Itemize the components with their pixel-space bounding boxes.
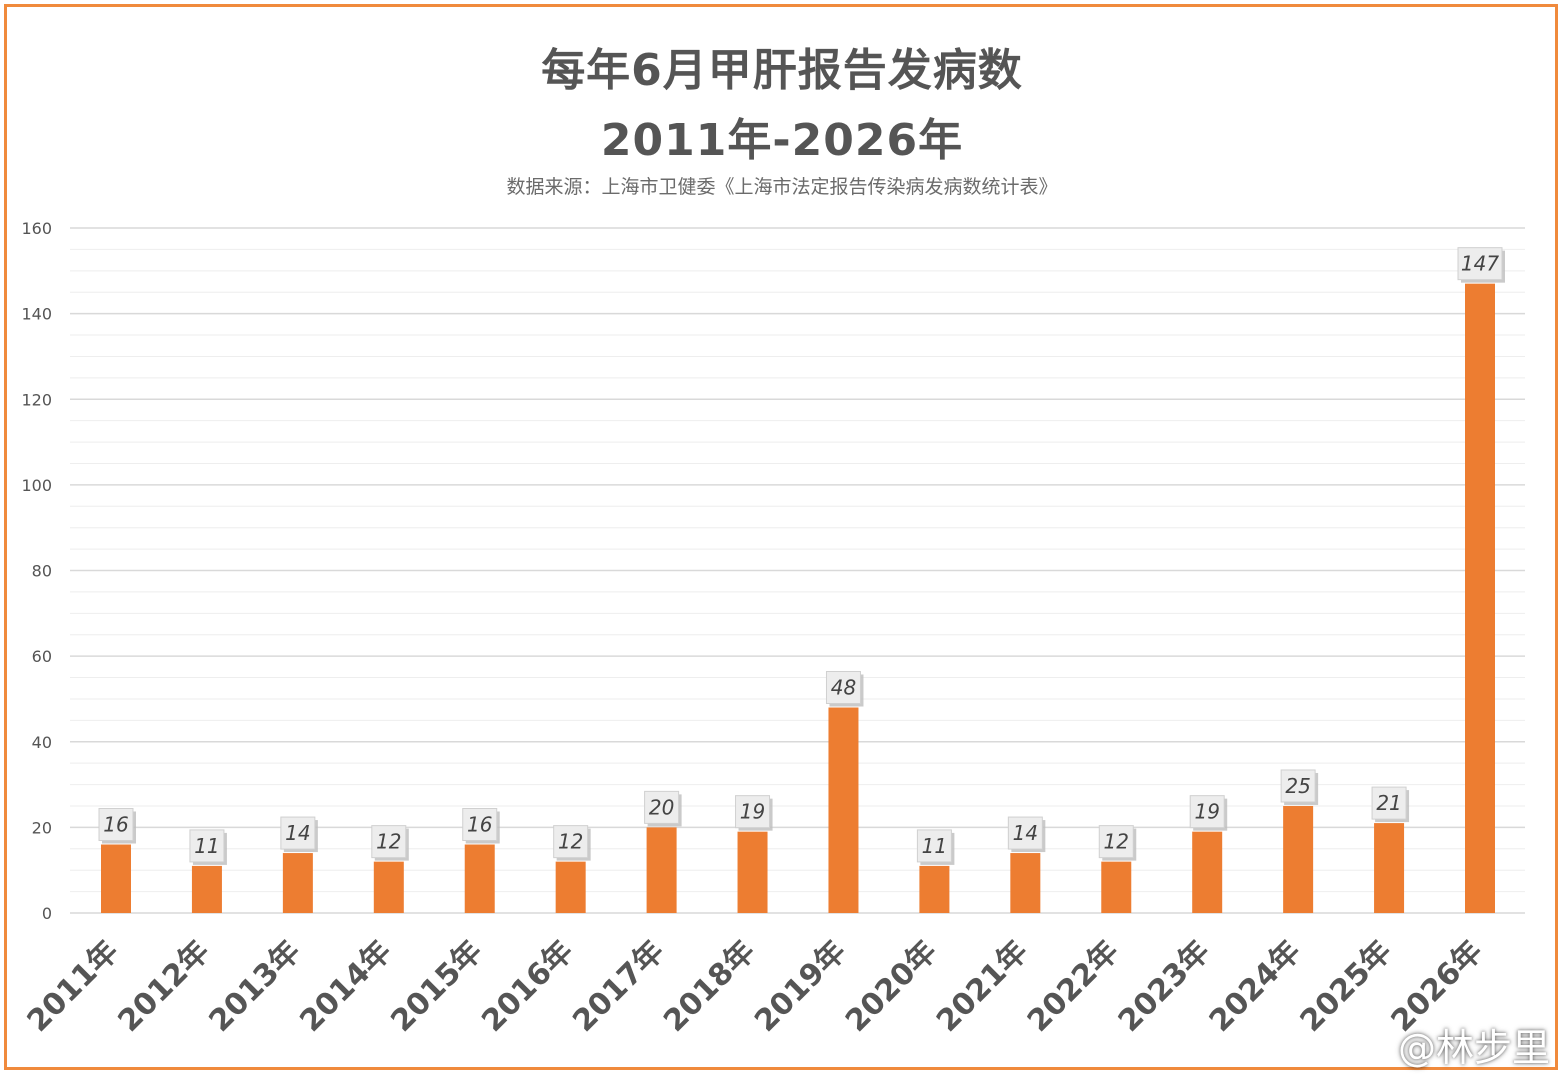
data-label-box [1098, 825, 1134, 859]
data-label-box [1457, 247, 1503, 281]
bar [464, 844, 495, 913]
data-label-text: 14 [1013, 821, 1038, 845]
data-label-box [916, 829, 952, 863]
y-tick-label: 20 [32, 818, 52, 837]
x-tick-label: 2017年 [566, 934, 671, 1039]
bar [919, 865, 950, 913]
x-tick-label: 2012年 [112, 934, 217, 1039]
bar [1192, 831, 1223, 913]
data-label: 16 [462, 808, 500, 844]
data-label-text: 16 [103, 813, 128, 837]
x-tick-label: 2014年 [293, 934, 398, 1039]
y-tick-label: 100 [21, 476, 52, 495]
y-axis-ticks: 0 20 40 60 80 100 120 140 160 [21, 219, 52, 923]
data-label-text: 12 [558, 830, 583, 854]
x-tick-label: 2019年 [748, 934, 853, 1039]
y-tick-label: 80 [32, 562, 52, 581]
data-label-box [462, 808, 498, 841]
data-label-box [825, 671, 861, 704]
data-label-text: 11 [922, 834, 947, 858]
data-label-text: 147 [1461, 252, 1499, 276]
bar [282, 853, 313, 913]
data-label: 14 [280, 816, 318, 853]
data-label: 48 [825, 671, 864, 707]
data-label-text: 19 [740, 800, 765, 824]
bar [191, 865, 222, 913]
data-label-text: 25 [1285, 774, 1310, 798]
data-label: 14 [1007, 816, 1046, 853]
x-tick-label: 2021年 [930, 934, 1035, 1039]
data-label-text: 11 [194, 834, 219, 858]
data-label-box [1280, 769, 1316, 803]
data-label-box [189, 829, 225, 863]
watermark-text: @林步里 [1397, 1025, 1550, 1070]
data-label-box [735, 795, 771, 829]
x-tick-label: 2016年 [475, 934, 580, 1039]
x-tick-label: 2022年 [1021, 934, 1126, 1039]
x-tick-label: 2020年 [839, 934, 944, 1039]
data-label: 16 [98, 808, 136, 844]
data-label: 11 [189, 829, 227, 865]
data-label: 25 [1280, 769, 1319, 805]
bar [1465, 283, 1495, 913]
data-label-text: 48 [831, 676, 856, 700]
y-tick-label: 160 [21, 219, 52, 238]
bar [1010, 853, 1041, 913]
watermark: @林步里 [1338, 1022, 1550, 1070]
data-label: 20 [644, 790, 682, 827]
x-tick-label: 2024年 [1203, 934, 1308, 1039]
x-tick-label: 2018年 [657, 934, 762, 1039]
data-label: 21 [1371, 786, 1410, 823]
data-label: 12 [553, 825, 591, 861]
data-label-box [553, 825, 589, 859]
chart-source: 数据来源：上海市卫健委《上海市法定报告传染病发病数统计表》 [506, 176, 1058, 198]
weibo-icon [1340, 1027, 1390, 1064]
x-tick-label: 2011年 [21, 934, 126, 1039]
data-label-box [1007, 816, 1043, 850]
bar [828, 707, 859, 913]
bar [373, 861, 404, 913]
bars [101, 283, 1495, 913]
y-tick-label: 120 [21, 390, 52, 409]
bar [1283, 805, 1314, 913]
x-tick-label: 2023年 [1112, 934, 1217, 1039]
data-labels: 16 11 14 12 16 12 20 19 48 11 14 12 19 25 21 147 [98, 247, 1505, 865]
x-tick-label: 2013年 [203, 934, 308, 1039]
y-tick-label: 0 [42, 904, 52, 923]
data-label-box [280, 816, 316, 850]
y-tick-label: 60 [32, 647, 52, 666]
data-label: 12 [1098, 825, 1137, 861]
bar [737, 831, 768, 913]
data-label-box [1189, 795, 1225, 829]
data-label-box [644, 790, 680, 824]
chart-subtitle: 2011年-2026年 [600, 115, 964, 166]
data-label: 11 [916, 829, 955, 865]
data-label: 12 [371, 825, 409, 861]
data-label-text: 20 [649, 795, 674, 819]
grid-lines [70, 227, 1525, 914]
x-tick-label: 2015年 [384, 934, 489, 1039]
data-label-text: 12 [376, 830, 401, 854]
y-tick-label: 40 [32, 733, 52, 752]
bar [1101, 861, 1132, 913]
data-label-text: 12 [1104, 830, 1129, 854]
y-tick-label: 140 [21, 305, 52, 324]
data-label: 19 [1189, 795, 1228, 831]
data-label-text: 14 [285, 821, 310, 845]
bar [555, 861, 586, 913]
data-label-text: 16 [467, 813, 492, 837]
data-label-box [1371, 786, 1407, 820]
data-label-text: 21 [1376, 791, 1401, 815]
data-label: 147 [1457, 247, 1505, 283]
data-label: 19 [735, 795, 773, 831]
data-label-box [98, 808, 134, 841]
chart-title: 每年6月甲肝报告发病数 [541, 45, 1023, 96]
bar [101, 844, 131, 913]
x-axis-ticks: 2011年2012年2013年2014年2015年2016年2017年2018年… [21, 934, 1490, 1039]
bar [1374, 823, 1405, 913]
bar [646, 827, 677, 913]
data-label-text: 19 [1194, 800, 1219, 824]
data-label-box [371, 825, 407, 859]
